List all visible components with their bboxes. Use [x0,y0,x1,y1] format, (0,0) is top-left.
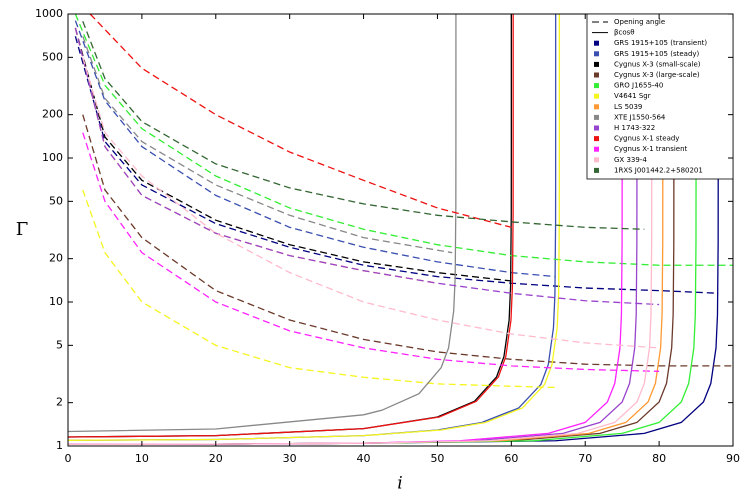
legend-swatch [594,93,599,99]
y-tick-label: 1000 [35,7,63,20]
legend-label: GRS 1915+105 (steady) [614,50,700,58]
y-tick-label: 5 [56,338,63,351]
curve [68,14,457,433]
y-tick-label: 500 [42,50,63,63]
y-tick-label: 10 [49,295,63,308]
legend-swatch [594,157,599,163]
legend-label: XTE J1550-564 [614,113,666,121]
curve [68,14,638,446]
x-tick-label: 90 [726,452,740,465]
legend-box [586,13,734,180]
legend-swatch [594,125,599,131]
y-tick-label: 1 [56,439,63,452]
curve [74,36,719,294]
curve [68,14,514,438]
legend-swatch [594,136,599,142]
y-tick-label: 100 [42,151,63,164]
legend-label: LS 5039 [614,103,642,111]
x-tick-label: 60 [504,452,518,465]
legend-label: GRS 1915+105 (transient) [614,39,707,47]
legend-label: Cygnus X-3 (large-scale) [614,71,700,79]
curve [68,14,557,441]
legend-swatch [594,114,599,120]
x-tick-label: 20 [209,452,223,465]
curve [82,189,556,389]
curve [74,27,660,306]
y-tick-label: 2 [56,396,63,409]
curve [74,14,733,266]
legend-swatch [594,72,599,78]
x-tick-label: 30 [283,452,297,465]
x-tick-label: 50 [430,452,444,465]
legend-swatch [594,51,599,57]
legend-label: Cygnus X-1 transient [614,145,688,153]
x-tick-label: 70 [578,452,592,465]
y-axis-label: Γ [16,219,29,240]
legend-swatch [594,104,599,110]
legend-label: GRO J1655-40 [614,82,663,90]
y-tick-label: 20 [49,252,63,265]
legend-label: βcosθ [614,29,635,37]
legend-swatch [594,40,599,46]
x-tick-label: 80 [652,452,666,465]
legend-label: GX 339-4 [614,156,647,164]
legend-swatch [594,167,599,173]
curve [74,27,512,282]
curve [68,14,653,446]
legend-label: Opening angle [614,18,665,26]
legend-swatch [594,61,599,67]
curve [68,14,512,438]
x-tick-label: 0 [65,452,72,465]
legend-label: H 1743-322 [614,124,655,132]
curve [82,57,660,349]
legend-label: V4641 Sgr [614,92,651,100]
plot-lines [68,14,733,446]
legend-swatch [594,83,599,89]
legend-label: Cygnus X-1 steady [614,135,679,143]
legend-swatch [594,146,599,152]
x-tick-label: 10 [135,452,149,465]
curve [89,14,512,228]
curve [68,14,623,446]
curve [82,21,645,230]
curve [82,36,453,254]
curve [68,14,561,441]
x-axis-label: i [397,474,402,494]
legend-label: Cygnus X-3 (small-scale) [614,60,701,68]
curve [74,20,556,278]
curve [82,132,660,372]
y-tick-label: 50 [49,194,63,207]
curve [68,14,675,446]
legend-label: 1RXS J001442.2+580201 [614,166,703,174]
x-tick-label: 40 [357,452,371,465]
y-tick-label: 200 [42,108,63,121]
plot-frame [67,13,734,447]
curve [82,114,733,367]
